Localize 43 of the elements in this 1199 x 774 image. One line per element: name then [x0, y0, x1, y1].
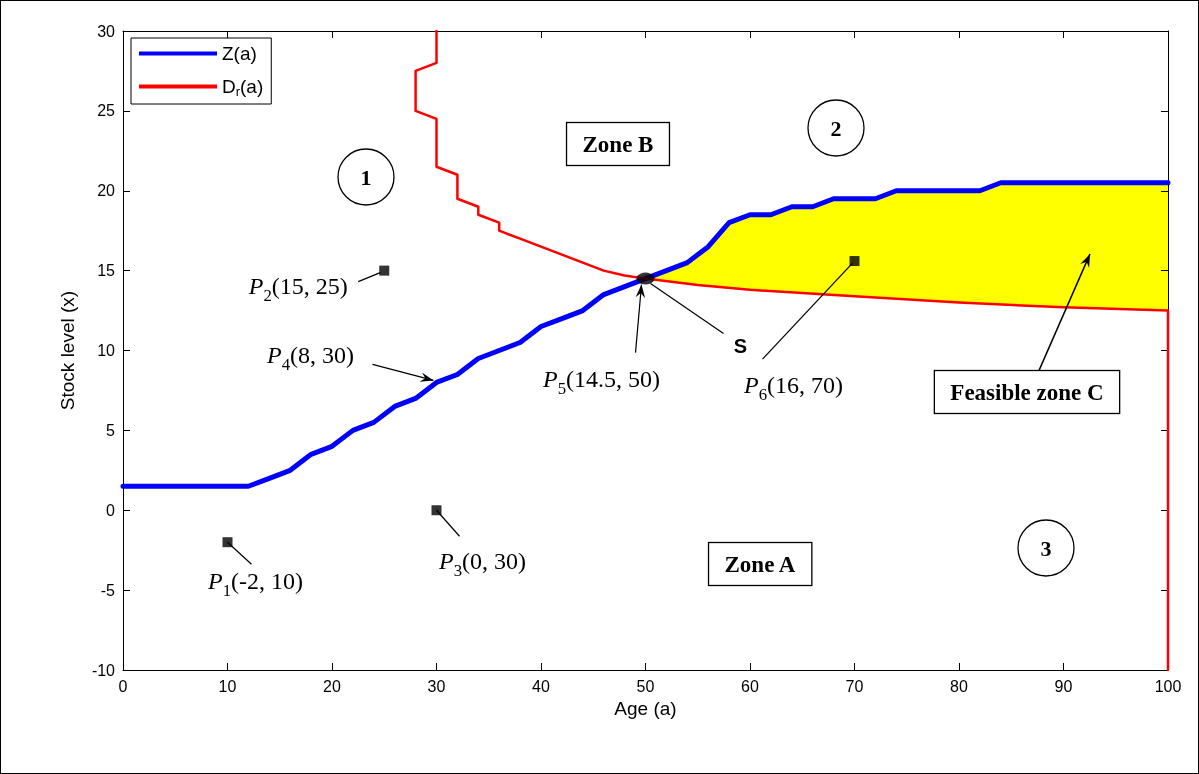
x-tick-label: 90 [1054, 677, 1073, 695]
x-tick-label: 10 [218, 677, 237, 695]
annotation: P$_{1}$(-2, 10) [206, 568, 304, 601]
annotation: P$_{2}$(15, 25) [247, 272, 348, 305]
point [222, 537, 233, 548]
x-tick-label: 70 [845, 677, 864, 695]
y-tick-label: 30 [97, 22, 116, 40]
annotation: S [733, 334, 748, 357]
annotation: 3 [1040, 535, 1052, 561]
x-tick-label: 0 [118, 677, 128, 695]
annotation: 1 [360, 164, 372, 190]
y-tick-label: -10 [91, 661, 116, 679]
y-axis-title: Stock level (x) [57, 290, 78, 411]
y-tick-label: 0 [106, 501, 116, 519]
x-tick-label: 40 [532, 677, 550, 695]
annotation: P$_{5}$(14.5, 50) [541, 365, 661, 398]
x-tick-label: 20 [323, 677, 341, 695]
annotation: P$_{4}$(8, 30) [265, 342, 355, 375]
y-tick-label: 15 [97, 262, 116, 280]
y-tick-label: 25 [97, 102, 116, 120]
y-tick-label: -5 [100, 581, 116, 599]
annotation: P$_{3}$(0, 30) [437, 548, 527, 581]
x-tick-label: 30 [427, 677, 446, 695]
x-tick-label: 50 [636, 677, 655, 695]
annotation: Feasible zone C [950, 379, 1104, 405]
y-tick-label: 10 [97, 342, 116, 359]
circle-badge: 3 [1017, 519, 1075, 577]
x-tick-label: 60 [741, 677, 759, 695]
annotation: Zone A [724, 551, 796, 577]
circle-badge: 2 [807, 99, 865, 157]
point [431, 505, 442, 516]
annotation: P$_{6}$(16, 70) [742, 372, 844, 405]
x-axis-title: Age (a) [614, 697, 677, 719]
circle-badge: 1 [337, 148, 395, 206]
y-tick-label: 5 [106, 421, 116, 439]
y-tick-label: 20 [97, 182, 116, 200]
point [849, 256, 860, 267]
point [379, 265, 390, 276]
x-tick-label: 80 [950, 677, 968, 695]
annotation: 2 [830, 115, 842, 141]
annotation: Zone B [582, 131, 654, 157]
x-tick-label: 100 [1154, 677, 1182, 695]
legend-label: Z(a) [222, 43, 257, 64]
